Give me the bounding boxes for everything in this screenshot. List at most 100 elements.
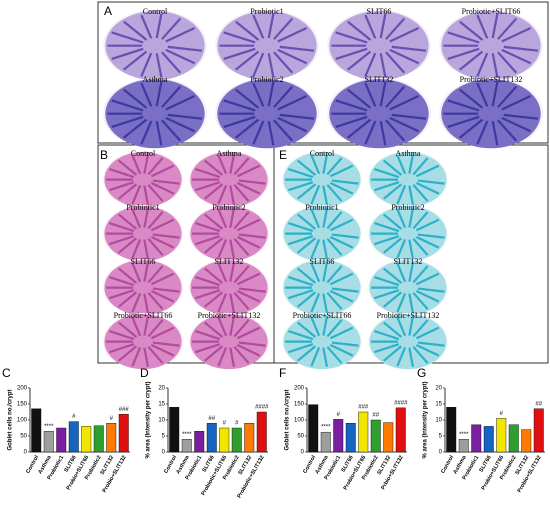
bar (496, 418, 507, 453)
villus (379, 13, 387, 39)
villus (150, 326, 175, 340)
y-tick-label: 10 (158, 418, 165, 424)
villus (203, 159, 224, 176)
villus (233, 346, 250, 364)
bar (483, 426, 494, 453)
villus (161, 17, 182, 40)
bar (68, 421, 79, 453)
bar (219, 427, 230, 453)
villus (131, 316, 142, 337)
villus (379, 81, 387, 107)
villus (364, 14, 377, 39)
y-tick-label: 0 (301, 450, 305, 456)
tissue (105, 79, 205, 149)
villus (111, 47, 144, 60)
villus (385, 119, 406, 142)
significance-label: ### (119, 407, 130, 413)
villus (238, 341, 266, 347)
villus (117, 267, 138, 284)
villus (331, 179, 359, 185)
villus (229, 347, 236, 368)
villus (217, 185, 228, 205)
y-tick-label: 100 (294, 418, 305, 424)
tissue-image (188, 151, 270, 208)
villus (412, 346, 429, 364)
villus (412, 238, 429, 256)
villus (288, 181, 314, 192)
tissue (329, 11, 429, 81)
villus (491, 13, 499, 39)
villus (229, 262, 236, 282)
villus (147, 157, 164, 176)
villus (123, 50, 148, 71)
y-tick-label: 100 (17, 418, 28, 424)
villus (501, 48, 532, 65)
villus (236, 181, 261, 195)
villus (117, 213, 138, 230)
villus (233, 265, 250, 284)
tissue-image (102, 151, 184, 208)
villus (236, 289, 261, 303)
villus (389, 48, 420, 65)
significance-label: # (500, 411, 504, 417)
villus (147, 211, 164, 230)
tissue (329, 79, 429, 149)
villus (491, 121, 499, 146)
villus (322, 316, 329, 336)
villus (277, 95, 308, 111)
villus (322, 293, 329, 314)
significance-label: **** (459, 432, 469, 438)
villus (385, 17, 406, 40)
villus (143, 208, 150, 228)
villus (267, 81, 275, 107)
y-tick-label: 50 (20, 434, 27, 440)
villus (161, 119, 182, 142)
villus (117, 321, 138, 338)
villus (165, 95, 196, 111)
villus (379, 121, 387, 146)
villus (273, 119, 294, 142)
tissue (217, 11, 317, 81)
image-label: Probiotic+SLIT66 (293, 311, 352, 320)
y-tick-label: 200 (17, 386, 28, 392)
significance-label: ## (208, 416, 215, 422)
bar (533, 408, 544, 453)
villus (412, 319, 429, 338)
bar (194, 431, 205, 453)
villus (459, 50, 484, 71)
y-tick-label: 20 (435, 386, 442, 392)
villus (131, 262, 142, 283)
villus (161, 51, 182, 74)
villus (503, 45, 539, 52)
villus (111, 115, 144, 128)
villus (236, 164, 261, 178)
villus (273, 51, 294, 74)
image-label: Probiotic+SLIT132 (377, 311, 440, 320)
villus (152, 341, 180, 347)
significance-label: ### (358, 405, 369, 411)
image-label: Control (310, 149, 335, 158)
villus (131, 154, 142, 175)
villus (109, 235, 135, 246)
villus (267, 121, 275, 146)
villus (347, 50, 372, 71)
villus (382, 159, 403, 176)
villus (331, 233, 359, 239)
villus (326, 157, 343, 176)
villus (235, 118, 260, 139)
villus (217, 239, 228, 259)
villus (347, 88, 372, 109)
villus (152, 179, 180, 185)
tissue-image (215, 9, 319, 81)
villus (267, 53, 275, 78)
villus (229, 208, 236, 228)
bar (345, 423, 356, 453)
y-tick-label: 150 (294, 402, 305, 408)
villus (233, 184, 250, 202)
bar (508, 424, 519, 453)
villus (147, 319, 164, 338)
villus (161, 85, 182, 108)
bar (370, 419, 381, 453)
villus (310, 208, 321, 229)
villus (326, 265, 343, 284)
